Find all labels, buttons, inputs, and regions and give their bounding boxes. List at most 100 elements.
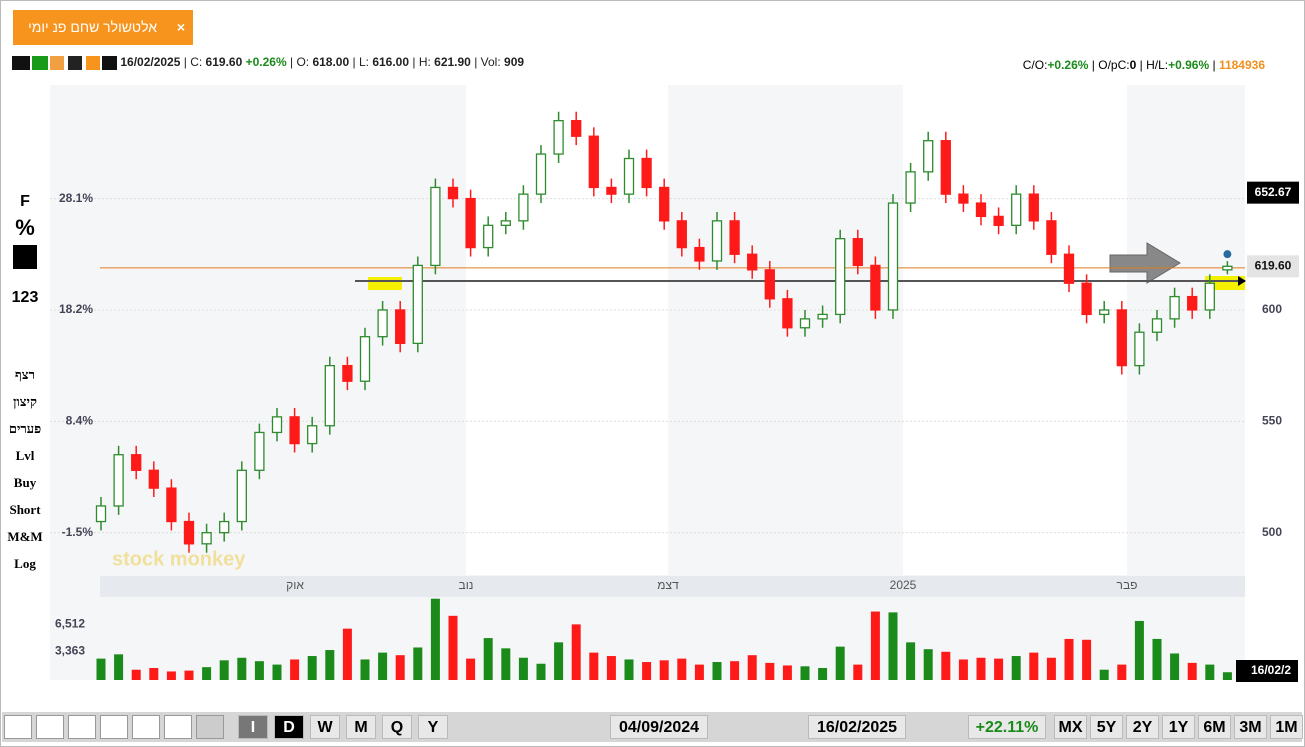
label: H/L: <box>1146 58 1169 72</box>
candle-body <box>958 193 969 204</box>
volume-bar <box>360 659 370 680</box>
tool[interactable]: 123 <box>11 289 39 306</box>
chart-type-button[interactable] <box>164 715 192 739</box>
button[interactable]: 6M <box>1198 715 1231 739</box>
button[interactable]: M <box>346 715 376 739</box>
button[interactable]: 16/02/2025 <box>808 715 906 739</box>
candle-body <box>887 202 899 311</box>
tool[interactable]: M&M <box>7 529 43 544</box>
candle-body <box>359 336 371 382</box>
x-tick-label: 2025 <box>890 578 917 592</box>
candle-body <box>1151 318 1163 333</box>
volume-bar <box>149 668 159 680</box>
button[interactable]: 1Y <box>1162 715 1195 739</box>
button[interactable]: 5Y <box>1090 715 1123 739</box>
tool[interactable]: Log <box>14 556 36 571</box>
candle-body <box>923 140 934 173</box>
button[interactable]: 1M <box>1270 715 1303 739</box>
chart-type-button[interactable] <box>196 715 224 739</box>
tool[interactable]: Lvl <box>15 448 35 463</box>
volume-bar <box>518 657 528 680</box>
x-tick-label: נוב <box>459 578 474 592</box>
volume-bar <box>554 642 564 680</box>
volume-bar <box>96 658 106 680</box>
volume-bar <box>800 666 810 680</box>
volume-bar <box>1099 669 1109 680</box>
candle-body <box>166 487 177 523</box>
candle-body <box>1169 295 1180 320</box>
button[interactable]: W <box>310 715 340 739</box>
header-icons[interactable] <box>12 55 117 70</box>
x-axis-strip <box>100 576 1245 597</box>
candle-body <box>1222 265 1233 271</box>
candle-body <box>377 309 388 338</box>
candle-body <box>1028 193 1039 222</box>
candle-body <box>694 246 705 262</box>
volume-bar <box>290 659 300 680</box>
button[interactable]: 3M <box>1234 715 1267 739</box>
volume-bar <box>624 659 634 680</box>
tool[interactable]: פערים <box>8 421 42 436</box>
candle-body <box>852 238 863 267</box>
button[interactable]: Q <box>382 715 412 739</box>
candle-body <box>412 264 423 345</box>
volume-bar <box>378 652 388 680</box>
volume-bar <box>114 654 124 680</box>
tool-color[interactable] <box>13 245 37 269</box>
chart-type-button[interactable] <box>36 715 64 739</box>
date: 16/02/2025 <box>120 55 181 69</box>
volume-bar <box>994 658 1004 680</box>
y-tick-label: 550 <box>1262 413 1282 427</box>
button[interactable]: Y <box>418 715 448 739</box>
volume-bar <box>747 655 757 680</box>
month-band <box>903 85 1127 575</box>
y-tick-label: 600 <box>1262 302 1282 316</box>
volume-bar <box>1046 657 1056 680</box>
tool[interactable]: Short <box>9 502 41 517</box>
candle-body <box>659 186 670 222</box>
chart-type-button[interactable] <box>132 715 160 739</box>
candle-body <box>1116 309 1127 367</box>
value: 618.00 <box>312 55 350 69</box>
tab[interactable]: אלטשולר שחם פנ יומי × <box>13 10 193 45</box>
candle-body <box>711 220 723 262</box>
tool[interactable]: Buy <box>13 475 37 490</box>
candle-body <box>131 454 142 471</box>
chart-type-button[interactable] <box>100 715 128 739</box>
volume-bar <box>501 648 511 680</box>
candle-body <box>1081 282 1092 316</box>
volume-bar <box>642 662 652 680</box>
chart-type-button[interactable] <box>4 715 32 739</box>
volume-bar <box>131 669 141 680</box>
bottom-bar: I D W M Q Y 04/09/2024 16/02/2025 +22.11% MX 5Y 2Y 1… <box>2 712 1303 742</box>
candle-body <box>571 119 582 137</box>
tool[interactable]: רצף <box>15 367 35 382</box>
chart-type-button[interactable] <box>68 715 96 739</box>
button[interactable]: 04/09/2024 <box>610 715 708 739</box>
candle-body <box>465 197 476 249</box>
candle-body <box>940 140 951 195</box>
volume-bar <box>1152 638 1162 680</box>
value: +0.96% <box>1168 58 1210 72</box>
candle-body <box>799 318 811 329</box>
tool[interactable]: F <box>20 193 30 210</box>
tool[interactable]: % <box>15 215 35 240</box>
candle-body <box>676 220 687 249</box>
volume-bar <box>272 664 282 680</box>
candle-body <box>1063 253 1075 284</box>
candle-body <box>219 520 230 534</box>
button[interactable]: D <box>274 715 304 739</box>
button[interactable]: MX <box>1054 715 1087 739</box>
candle-body <box>324 364 335 427</box>
volume-bar <box>694 664 704 680</box>
tab-close[interactable]: × <box>176 19 185 35</box>
button[interactable]: I <box>238 715 268 739</box>
volume-bar <box>818 668 828 680</box>
value: 1184936 <box>1218 58 1265 72</box>
candle-body <box>254 431 265 471</box>
button[interactable]: 2Y <box>1126 715 1159 739</box>
label: H: <box>418 55 431 69</box>
volume-bar <box>1170 653 1180 680</box>
button[interactable]: +22.11% <box>968 715 1046 739</box>
tool[interactable]: קיצון <box>13 394 37 409</box>
